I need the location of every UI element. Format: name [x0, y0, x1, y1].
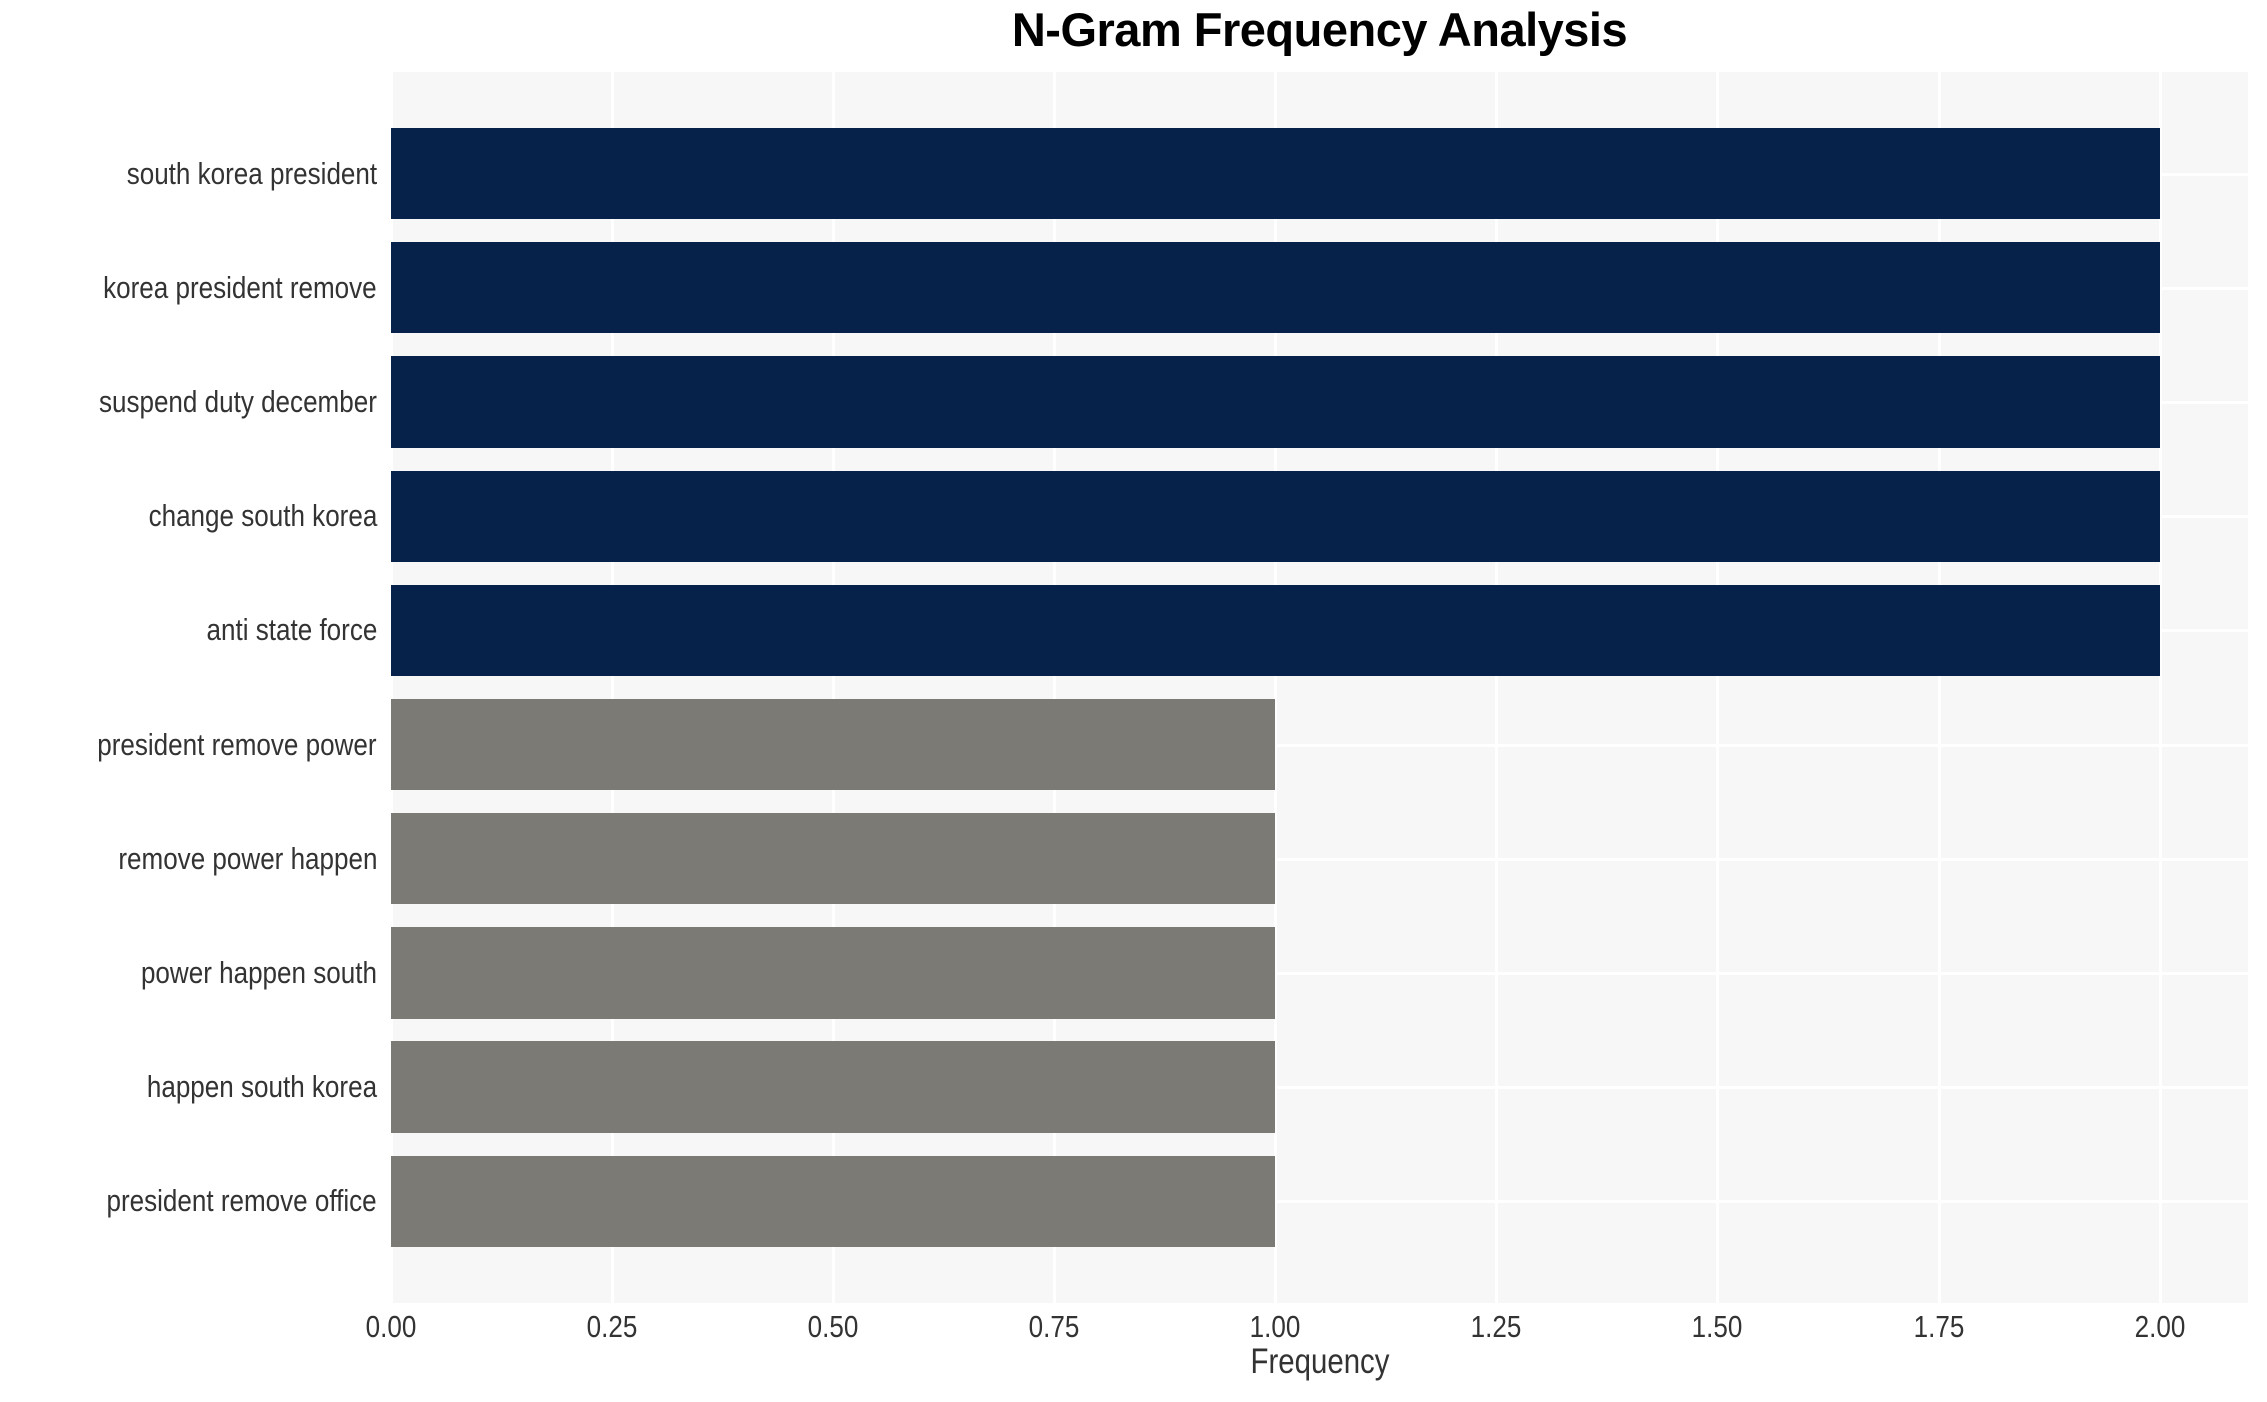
- gridline-vertical: [1053, 72, 1057, 1303]
- x-axis-tick-label: 0.50: [803, 1309, 863, 1345]
- gridline-vertical: [832, 72, 836, 1303]
- y-axis-label: remove power happen: [117, 840, 377, 876]
- y-axis-label: power happen south: [141, 954, 377, 990]
- y-axis-label: anti state force: [206, 612, 377, 648]
- x-axis-tick-text: 0.00: [365, 1309, 417, 1344]
- gridline-vertical: [391, 72, 393, 1303]
- y-axis-label: suspend duty december: [99, 384, 377, 420]
- bar: [391, 927, 1276, 1019]
- x-axis-tick-label: 0.25: [582, 1309, 642, 1345]
- bar: [391, 242, 2160, 334]
- x-axis-tick-label: 1.50: [1687, 1309, 1747, 1345]
- x-axis-tick-text: 2.00: [2134, 1309, 2185, 1344]
- x-axis-tick-label: 1.25: [1466, 1309, 1526, 1345]
- bar: [391, 698, 1276, 791]
- plot-area: [391, 72, 2248, 1303]
- x-axis-tick-label: 0.00: [361, 1309, 421, 1345]
- bar: [391, 813, 1276, 905]
- x-axis-title: Frequency: [1237, 1342, 1402, 1382]
- y-axis-label: happen south korea: [146, 1069, 377, 1105]
- x-axis-tick-text: 1.75: [1913, 1309, 1964, 1344]
- y-axis-label: president remove power: [97, 726, 377, 762]
- bar: [391, 1041, 1276, 1133]
- x-axis-tick-text: 1.00: [1249, 1309, 1301, 1344]
- y-axis-label: president remove office: [106, 1183, 377, 1219]
- gridline-vertical: [1274, 72, 1278, 1303]
- gridline-vertical: [2158, 72, 2162, 1303]
- gridline-horizontal: [391, 1086, 2248, 1090]
- gridline-vertical: [1716, 72, 1720, 1303]
- x-axis-tick-text: 0.75: [1028, 1309, 1080, 1344]
- x-axis-tick-label: 1.75: [1908, 1309, 1968, 1345]
- gridline-horizontal: [391, 1200, 2248, 1204]
- x-axis-tick-label: 0.75: [1024, 1309, 1084, 1345]
- bar: [391, 584, 2160, 677]
- bar: [391, 356, 2160, 448]
- bar: [391, 1155, 1276, 1248]
- gridline-vertical: [1937, 72, 1941, 1303]
- x-axis-tick-text: 1.50: [1692, 1309, 1743, 1344]
- y-axis-labels: south korea president korea president rem…: [0, 0, 377, 1402]
- x-axis-tick-text: 1.25: [1470, 1309, 1522, 1344]
- chart-title: N-Gram Frequency Analysis: [1011, 3, 1628, 56]
- gridline-vertical: [1495, 72, 1499, 1303]
- x-axis-title-text: Frequency: [1250, 1342, 1390, 1381]
- gridline-horizontal: [391, 971, 2248, 975]
- x-axis-tick-text: 0.25: [586, 1309, 638, 1344]
- x-axis-tick-label: 1.00: [1245, 1309, 1305, 1345]
- bar: [391, 470, 2160, 562]
- gridline-horizontal: [391, 857, 2248, 861]
- bar: [391, 127, 2160, 220]
- y-axis-label: korea president remove: [103, 269, 377, 305]
- x-axis-tick-text: 0.50: [807, 1309, 859, 1344]
- gridline-vertical: [611, 72, 615, 1303]
- x-axis-tick-label: 2.00: [2129, 1309, 2189, 1345]
- y-axis-label: south korea president: [126, 155, 377, 191]
- gridline-horizontal: [391, 743, 2248, 747]
- y-axis-label: change south korea: [148, 498, 377, 534]
